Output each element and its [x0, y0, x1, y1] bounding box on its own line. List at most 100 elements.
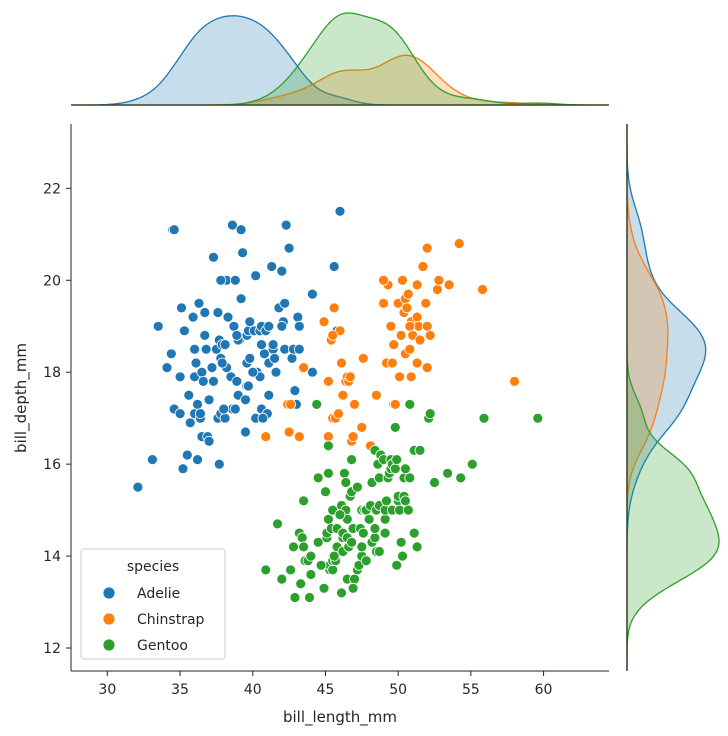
point-gentoo	[305, 569, 317, 580]
point-gentoo	[478, 412, 490, 424]
point-adelie	[190, 357, 202, 369]
point-gentoo	[532, 412, 544, 424]
point-gentoo	[356, 541, 368, 553]
point-gentoo	[424, 408, 436, 420]
y-axis-ticks: 12 14 16 18 20 22	[43, 181, 71, 657]
point-chinstrap	[389, 398, 401, 410]
point-chinstrap	[327, 329, 339, 341]
point-gentoo	[272, 518, 283, 530]
point-gentoo	[357, 527, 369, 539]
point-chinstrap	[394, 371, 406, 383]
point-adelie	[328, 261, 340, 272]
point-adelie	[244, 352, 256, 364]
point-chinstrap	[397, 274, 408, 286]
point-chinstrap	[293, 431, 305, 443]
point-adelie	[206, 362, 218, 374]
point-adelie	[174, 408, 186, 420]
point-gentoo	[298, 495, 310, 507]
point-chinstrap	[477, 284, 488, 295]
point-chinstrap	[344, 371, 356, 383]
point-gentoo	[312, 472, 324, 484]
point-adelie	[208, 251, 219, 263]
point-gentoo	[389, 421, 401, 433]
point-adelie	[183, 389, 195, 401]
point-gentoo	[288, 541, 299, 553]
point-adelie	[240, 426, 251, 438]
point-gentoo	[379, 513, 391, 525]
point-adelie	[212, 307, 224, 318]
point-chinstrap	[404, 343, 416, 355]
point-gentoo	[389, 463, 401, 475]
point-gentoo	[399, 463, 411, 475]
legend-label-gentoo: Gentoo	[137, 638, 188, 654]
legend-label-chinstrap: Chinstrap	[137, 612, 205, 628]
point-chinstrap	[283, 426, 295, 438]
point-chinstrap	[405, 371, 417, 383]
point-adelie	[279, 297, 291, 309]
point-chinstrap	[356, 421, 368, 433]
point-chinstrap	[322, 375, 334, 387]
point-adelie	[263, 389, 275, 401]
point-gentoo	[404, 398, 416, 410]
point-chinstrap	[431, 284, 443, 295]
point-gentoo	[320, 486, 331, 498]
point-adelie	[199, 329, 211, 341]
point-gentoo	[442, 467, 454, 479]
point-adelie	[267, 339, 279, 351]
point-gentoo	[260, 564, 272, 576]
point-adelie	[187, 311, 199, 323]
point-adelie	[276, 320, 288, 332]
point-gentoo	[411, 541, 423, 553]
point-adelie	[146, 454, 158, 466]
point-adelie	[293, 343, 305, 355]
point-gentoo	[399, 495, 411, 507]
point-chinstrap	[388, 339, 400, 351]
point-adelie	[244, 316, 256, 328]
point-adelie	[242, 380, 254, 392]
point-chinstrap	[378, 274, 390, 286]
point-adelie	[208, 375, 219, 387]
point-adelie	[231, 329, 243, 341]
point-chinstrap	[378, 297, 390, 309]
point-gentoo	[408, 527, 420, 539]
point-chinstrap	[402, 288, 414, 300]
point-adelie	[194, 408, 206, 420]
point-chinstrap	[349, 398, 360, 410]
point-chinstrap	[357, 352, 369, 364]
point-adelie	[216, 357, 228, 369]
y-axis-label: bill_depth_mm	[12, 343, 31, 453]
point-adelie	[235, 293, 247, 305]
point-gentoo	[397, 550, 408, 562]
point-chinstrap	[421, 362, 433, 374]
point-adelie	[269, 352, 281, 364]
y-tick-label: 12	[43, 641, 61, 657]
point-adelie	[178, 325, 190, 337]
x-axis-label: bill_length_mm	[283, 708, 397, 727]
point-gentoo	[336, 587, 347, 599]
y-tick-label: 16	[43, 457, 61, 473]
x-tick-label: 55	[462, 682, 480, 698]
top-marginal-kde	[71, 12, 609, 106]
point-gentoo	[289, 592, 301, 603]
point-gentoo	[327, 564, 339, 576]
point-chinstrap	[337, 389, 349, 401]
y-tick-label: 22	[43, 181, 61, 197]
point-adelie	[250, 270, 262, 282]
legend-frame	[80, 548, 226, 660]
point-adelie	[237, 247, 249, 259]
point-gentoo	[334, 509, 346, 521]
point-gentoo	[466, 458, 478, 470]
legend: species Adelie Chinstrap Gentoo	[80, 548, 226, 660]
point-chinstrap	[453, 238, 465, 249]
point-gentoo	[322, 467, 334, 479]
point-gentoo	[455, 472, 467, 484]
point-adelie	[168, 224, 180, 236]
point-gentoo	[276, 573, 288, 585]
point-adelie	[334, 205, 346, 217]
point-gentoo	[311, 398, 323, 410]
point-adelie	[196, 366, 208, 378]
point-chinstrap	[322, 431, 334, 443]
point-adelie	[257, 412, 269, 424]
point-adelie	[197, 375, 209, 387]
